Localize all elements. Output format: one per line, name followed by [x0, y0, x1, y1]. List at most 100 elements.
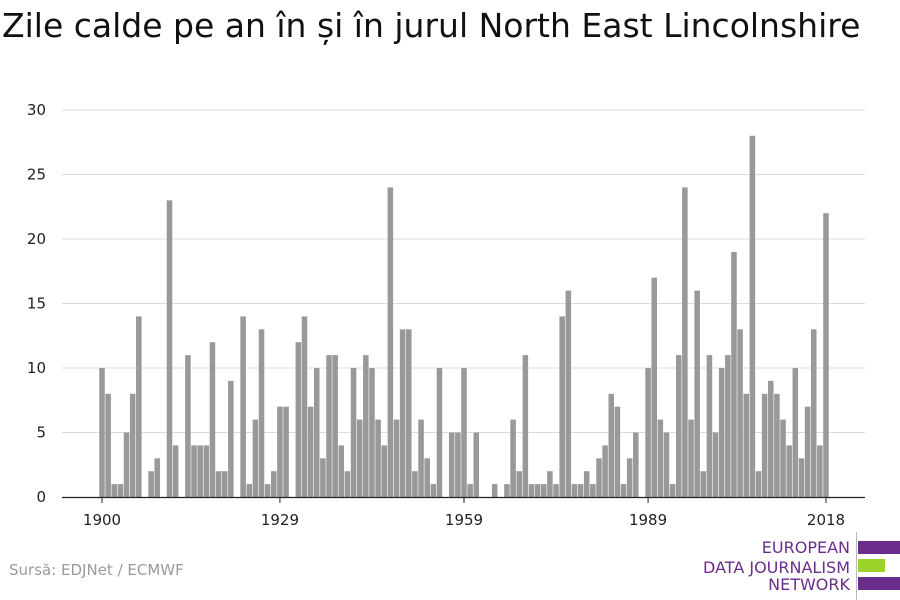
bar — [448, 432, 455, 497]
edjnet-logo: EUROPEAN DATA JOURNALISM NETWORK — [700, 530, 900, 600]
logo-divider — [856, 532, 857, 600]
bar — [295, 342, 302, 497]
bar — [590, 484, 596, 497]
logo-bar-bottom — [858, 577, 900, 590]
bar — [804, 406, 811, 497]
bar — [393, 419, 400, 497]
bar — [583, 471, 590, 497]
bar — [313, 368, 320, 497]
bar — [105, 393, 111, 497]
bar — [700, 471, 707, 497]
bar — [534, 484, 541, 497]
bar — [780, 419, 786, 497]
bar — [510, 419, 516, 497]
bar — [737, 329, 743, 497]
bar — [172, 445, 179, 497]
logo-bar-middle — [858, 559, 885, 572]
bar — [817, 445, 823, 497]
bar — [228, 380, 234, 497]
bar — [301, 316, 308, 497]
bar — [246, 484, 253, 497]
x-tick-label: 1900 — [83, 511, 121, 529]
bar — [620, 484, 627, 497]
bar — [320, 458, 326, 497]
bar — [326, 355, 332, 497]
bar — [731, 251, 737, 497]
bar — [602, 445, 608, 497]
bar — [798, 458, 805, 497]
bar — [332, 355, 338, 497]
bar — [424, 458, 430, 497]
bar — [136, 316, 142, 497]
bar — [823, 213, 829, 497]
bar — [197, 445, 203, 497]
bars — [99, 135, 829, 498]
bar — [792, 368, 799, 497]
bar — [129, 393, 136, 497]
bar — [369, 368, 375, 497]
bar — [749, 135, 756, 498]
bar — [761, 393, 768, 497]
bar — [111, 484, 118, 497]
bar — [99, 368, 105, 497]
bar — [467, 484, 473, 497]
bar — [215, 471, 222, 497]
bar — [240, 316, 246, 497]
bar — [786, 445, 792, 497]
bar — [203, 445, 210, 497]
bar — [473, 432, 480, 497]
bar — [694, 290, 700, 497]
bar — [725, 355, 731, 497]
bar — [399, 329, 406, 497]
bar — [663, 432, 670, 497]
source-note: Sursă: EDJNet / ECMWF — [9, 561, 184, 579]
bar — [209, 342, 216, 497]
x-tick-label: 2018 — [807, 511, 845, 529]
y-tick-label: 15 — [27, 295, 46, 313]
bar — [577, 484, 584, 497]
bar — [455, 432, 461, 497]
y-tick-label: 0 — [36, 488, 46, 506]
bar — [387, 187, 394, 497]
bar — [252, 419, 259, 497]
y-tick-label: 5 — [36, 424, 46, 442]
bar — [491, 484, 498, 497]
bar — [117, 484, 124, 497]
x-tick-label: 1959 — [445, 511, 483, 529]
y-tick-label: 25 — [27, 166, 46, 184]
logo-line-1: EUROPEAN — [761, 538, 850, 557]
bar — [565, 290, 572, 497]
bar — [381, 445, 388, 497]
bar — [528, 484, 535, 497]
logo-line-3: NETWORK — [768, 575, 850, 594]
bar — [338, 445, 345, 497]
bar — [375, 419, 381, 497]
bar — [682, 187, 688, 497]
bar — [810, 329, 817, 497]
bar — [436, 368, 443, 497]
bar — [461, 368, 467, 497]
bar — [718, 368, 725, 497]
bar — [283, 406, 289, 497]
bar — [258, 329, 265, 497]
bar — [123, 432, 130, 497]
bar — [675, 355, 682, 497]
logo-bar-top — [858, 541, 900, 554]
bar — [356, 419, 363, 497]
bar — [418, 419, 424, 497]
logo-line-2: DATA JOURNALISM — [703, 558, 850, 577]
bar — [148, 471, 154, 497]
bar — [608, 393, 615, 497]
bar — [363, 355, 369, 497]
bar — [706, 355, 713, 497]
bar — [516, 471, 522, 497]
bar — [344, 471, 351, 497]
bar — [540, 484, 547, 497]
bar — [504, 484, 510, 497]
bar — [614, 406, 621, 497]
bar — [430, 484, 437, 497]
bar — [774, 393, 780, 497]
y-tick-label: 30 — [27, 101, 46, 119]
y-tick-label: 20 — [27, 230, 46, 248]
